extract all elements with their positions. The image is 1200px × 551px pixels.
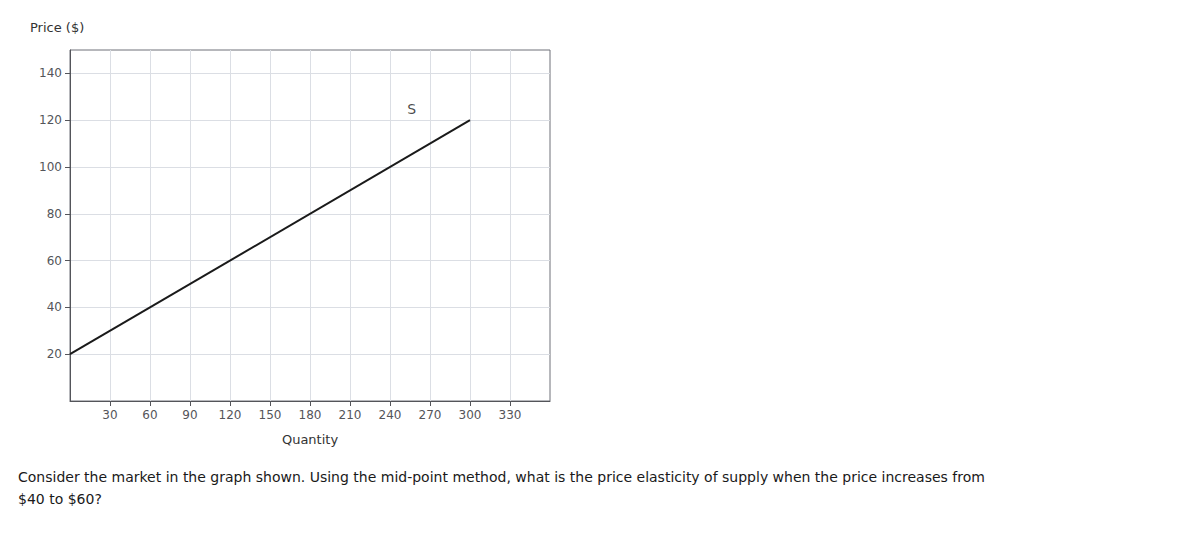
svg-text:330: 330 bbox=[499, 408, 522, 422]
svg-text:240: 240 bbox=[379, 408, 402, 422]
svg-text:Consider the market in the gra: Consider the market in the graph shown. … bbox=[18, 469, 985, 485]
svg-text:60: 60 bbox=[47, 254, 62, 268]
svg-text:210: 210 bbox=[339, 408, 362, 422]
svg-text:140: 140 bbox=[39, 66, 62, 80]
svg-text:180: 180 bbox=[299, 408, 322, 422]
svg-text:150: 150 bbox=[259, 408, 282, 422]
svg-text:$40 to $60?: $40 to $60? bbox=[18, 491, 102, 507]
svg-text:60: 60 bbox=[142, 408, 157, 422]
svg-text:100: 100 bbox=[39, 160, 62, 174]
svg-text:30: 30 bbox=[102, 408, 117, 422]
svg-text:Price ($): Price ($) bbox=[30, 20, 84, 35]
svg-text:270: 270 bbox=[419, 408, 442, 422]
svg-text:80: 80 bbox=[47, 207, 62, 221]
svg-text:120: 120 bbox=[39, 113, 62, 127]
svg-text:S: S bbox=[407, 101, 416, 117]
svg-text:Quantity: Quantity bbox=[282, 432, 338, 447]
svg-text:90: 90 bbox=[182, 408, 197, 422]
svg-text:120: 120 bbox=[219, 408, 242, 422]
svg-text:20: 20 bbox=[47, 347, 62, 361]
svg-text:300: 300 bbox=[459, 408, 482, 422]
svg-text:40: 40 bbox=[47, 300, 62, 314]
